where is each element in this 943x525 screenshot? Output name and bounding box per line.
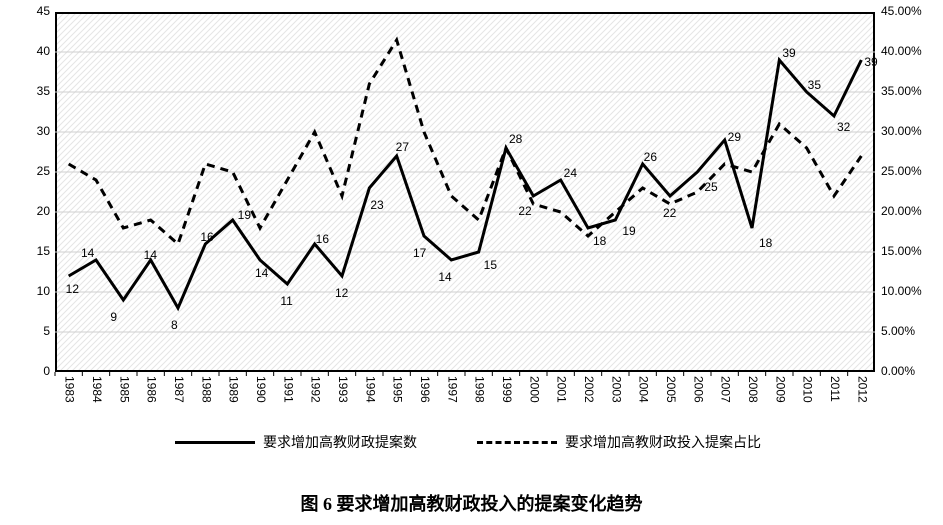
x-tick: 1991 xyxy=(281,376,295,416)
data-label: 24 xyxy=(564,166,577,180)
y-left-tick: 45 xyxy=(20,4,50,18)
data-label: 16 xyxy=(316,232,329,246)
x-tick: 1987 xyxy=(172,376,186,416)
y-left-tick: 35 xyxy=(20,84,50,98)
x-tick: 2005 xyxy=(664,376,678,416)
data-label: 26 xyxy=(644,150,657,164)
data-label: 25 xyxy=(704,180,717,194)
legend-item-ratio: 要求增加高教财政投入提案占比 xyxy=(477,432,761,452)
data-label: 16 xyxy=(200,230,213,244)
series-ratio xyxy=(69,40,862,244)
x-tick: 1990 xyxy=(254,376,268,416)
x-tick: 1999 xyxy=(500,376,514,416)
x-tick: 1997 xyxy=(445,376,459,416)
x-tick: 1986 xyxy=(145,376,159,416)
legend-label-count: 要求增加高教财政提案数 xyxy=(263,432,417,452)
x-tick: 2011 xyxy=(828,376,842,416)
x-tick: 1996 xyxy=(418,376,432,416)
figure-caption: 图 6 要求增加高教财政投入的提案变化趋势 xyxy=(0,490,943,516)
x-tick: 2009 xyxy=(773,376,787,416)
data-label: 28 xyxy=(509,132,522,146)
x-tick: 2002 xyxy=(582,376,596,416)
data-label: 22 xyxy=(663,206,676,220)
y-right-tick: 30.00% xyxy=(881,124,943,138)
data-label: 19 xyxy=(622,224,635,238)
x-tick: 1998 xyxy=(473,376,487,416)
x-tick: 1984 xyxy=(90,376,104,416)
series-count xyxy=(69,60,862,308)
data-label: 15 xyxy=(484,258,497,272)
y-left-tick: 10 xyxy=(20,284,50,298)
x-tick: 1988 xyxy=(199,376,213,416)
x-tick: 2003 xyxy=(609,376,623,416)
y-right-tick: 25.00% xyxy=(881,164,943,178)
x-tick: 1992 xyxy=(309,376,323,416)
data-label: 32 xyxy=(837,120,850,134)
y-right-tick: 40.00% xyxy=(881,44,943,58)
x-tick: 1989 xyxy=(227,376,241,416)
x-tick: 2001 xyxy=(555,376,569,416)
y-left-tick: 20 xyxy=(20,204,50,218)
y-right-tick: 15.00% xyxy=(881,244,943,258)
legend-item-count: 要求增加高教财政提案数 xyxy=(175,432,417,452)
y-right-tick: 20.00% xyxy=(881,204,943,218)
data-label: 39 xyxy=(864,55,877,69)
data-label: 14 xyxy=(81,246,94,260)
legend-label-ratio: 要求增加高教财政投入提案占比 xyxy=(565,432,761,452)
y-right-tick: 0.00% xyxy=(881,364,943,378)
data-label: 17 xyxy=(413,246,426,260)
data-label: 18 xyxy=(759,236,772,250)
data-label: 23 xyxy=(370,198,383,212)
x-tick: 1985 xyxy=(117,376,131,416)
legend-marker-solid xyxy=(175,441,255,444)
y-left-tick: 15 xyxy=(20,244,50,258)
x-tick: 2012 xyxy=(855,376,869,416)
y-left-tick: 40 xyxy=(20,44,50,58)
gridlines xyxy=(55,52,875,376)
y-right-tick: 5.00% xyxy=(881,324,943,338)
x-tick: 1983 xyxy=(63,376,77,416)
y-left-tick: 25 xyxy=(20,164,50,178)
data-label: 12 xyxy=(66,282,79,296)
data-label: 35 xyxy=(808,78,821,92)
y-right-tick: 35.00% xyxy=(881,84,943,98)
chart-container: 0 5 10 15 20 25 30 35 40 45 0.00% 5.00% 10.00% 15.00… xyxy=(0,0,943,525)
x-tick: 2006 xyxy=(691,376,705,416)
x-tick: 2000 xyxy=(527,376,541,416)
data-label: 22 xyxy=(518,204,531,218)
y-left-tick: 5 xyxy=(20,324,50,338)
x-tick: 2008 xyxy=(746,376,760,416)
y-right-tick: 10.00% xyxy=(881,284,943,298)
y-right-tick: 45.00% xyxy=(881,4,943,18)
y-left-tick: 30 xyxy=(20,124,50,138)
data-label: 29 xyxy=(728,130,741,144)
data-label: 8 xyxy=(171,318,178,332)
y-left-tick: 0 xyxy=(20,364,50,378)
data-label: 9 xyxy=(110,310,117,324)
x-tick: 1993 xyxy=(336,376,350,416)
x-tick: 1995 xyxy=(391,376,405,416)
data-label: 39 xyxy=(782,46,795,60)
data-label: 14 xyxy=(144,248,157,262)
legend: 要求增加高教财政提案数 要求增加高教财政投入提案占比 xyxy=(175,432,761,452)
data-label: 19 xyxy=(238,208,251,222)
data-label: 12 xyxy=(335,286,348,300)
x-tick: 2010 xyxy=(801,376,815,416)
x-tick: 2004 xyxy=(637,376,651,416)
legend-marker-dash xyxy=(477,441,557,444)
data-label: 18 xyxy=(593,234,606,248)
data-label: 11 xyxy=(280,294,292,308)
data-label: 14 xyxy=(438,270,451,284)
x-tick: 2007 xyxy=(719,376,733,416)
x-tick: 1994 xyxy=(363,376,377,416)
data-label: 14 xyxy=(255,266,268,280)
data-label: 27 xyxy=(396,140,409,154)
